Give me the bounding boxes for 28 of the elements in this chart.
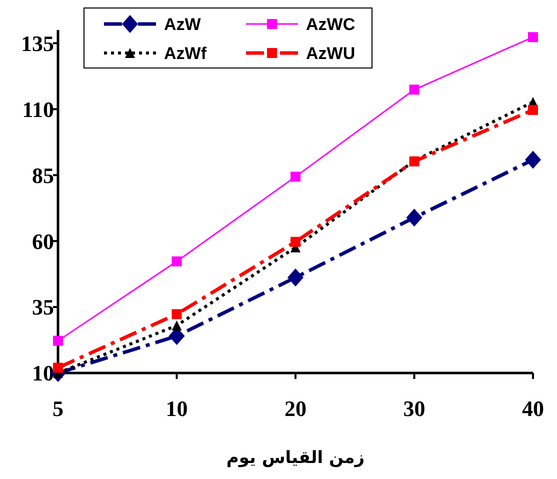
y-tick-label: 135 bbox=[21, 30, 54, 56]
point bbox=[290, 172, 300, 182]
y-tick-label: 60 bbox=[32, 228, 54, 254]
legend-label: AzWf bbox=[164, 44, 207, 63]
y-tick-label: 85 bbox=[32, 162, 54, 188]
point bbox=[172, 256, 182, 266]
legend-label: AzWC bbox=[306, 14, 356, 34]
x-axis-title: زمن القياس يوم bbox=[226, 448, 365, 468]
legend-label: AzWU bbox=[306, 44, 356, 63]
x-tick-label: 5 bbox=[52, 396, 64, 421]
point bbox=[525, 150, 541, 169]
point bbox=[172, 320, 182, 331]
point bbox=[406, 208, 422, 227]
x-tick-label: 10 bbox=[166, 396, 188, 421]
point bbox=[290, 236, 300, 247]
point bbox=[53, 336, 63, 346]
point bbox=[172, 309, 182, 320]
point bbox=[409, 84, 420, 95]
point bbox=[528, 104, 538, 115]
legend-label: AzW bbox=[164, 14, 202, 34]
x-tick-label: 20 bbox=[284, 396, 306, 421]
x-tick-label: 40 bbox=[522, 396, 544, 421]
x-tick-label: 30 bbox=[403, 396, 426, 421]
y-tick-label: 35 bbox=[32, 294, 54, 320]
point bbox=[53, 362, 63, 373]
point bbox=[528, 32, 538, 42]
point bbox=[288, 268, 304, 286]
y-tick-label: 110 bbox=[22, 96, 54, 122]
